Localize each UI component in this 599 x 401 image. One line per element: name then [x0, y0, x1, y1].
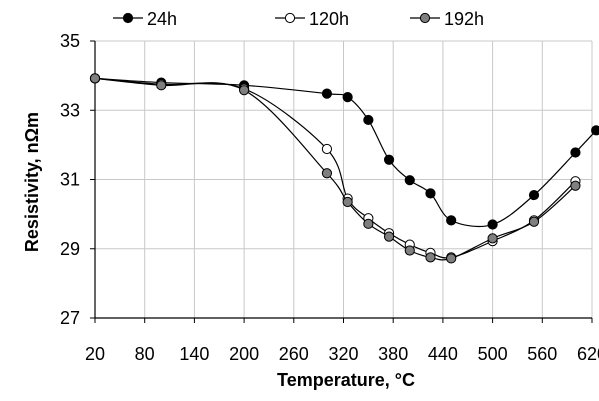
data-point	[239, 85, 250, 96]
data-point	[425, 188, 436, 199]
data-point	[383, 154, 395, 165]
data-point	[487, 219, 498, 230]
data-point	[383, 231, 395, 242]
data-point	[425, 252, 436, 263]
y-tick-label: 31	[60, 170, 80, 190]
legend-item: 120h	[275, 9, 349, 29]
y-tick-labels: 27 29 31 33 35	[60, 31, 80, 328]
y-tick-label: 27	[60, 308, 80, 328]
x-tick-label: 560	[527, 344, 557, 364]
x-tick-label: 260	[279, 344, 309, 364]
legend-label: 192h	[444, 9, 484, 29]
data-point	[321, 168, 333, 179]
axes	[90, 40, 593, 323]
y-tick-label: 29	[60, 239, 80, 259]
x-axis-title: Temperature, °C	[277, 370, 415, 390]
x-tick-label: 440	[428, 344, 458, 364]
x-tick-label: 80	[135, 344, 155, 364]
x-tick-label: 500	[478, 344, 508, 364]
x-tick-label: 20	[85, 344, 105, 364]
data-point	[321, 88, 333, 99]
data-point	[156, 80, 167, 91]
data-point	[528, 189, 540, 201]
legend: 24h 120h 192h	[113, 9, 484, 29]
y-tick-label: 35	[60, 31, 80, 51]
data-point	[591, 125, 599, 136]
x-tick-label: 200	[229, 344, 259, 364]
data-point	[487, 233, 498, 244]
data-point	[363, 218, 374, 229]
data-point	[321, 143, 333, 155]
data-point	[528, 216, 540, 227]
data-point	[89, 73, 101, 84]
data-point	[363, 114, 374, 126]
data-point	[446, 253, 457, 264]
legend-marker	[284, 12, 296, 24]
x-tick-label: 320	[328, 344, 358, 364]
x-tick-label: 140	[179, 344, 209, 364]
grid-lines	[95, 40, 593, 318]
legend-item: 24h	[113, 9, 177, 29]
data-point	[404, 175, 415, 186]
series-group	[89, 73, 599, 264]
legend-marker	[419, 12, 431, 24]
x-tick-labels: 20 80 140 200 260 320 380 440 500 560 620	[85, 344, 599, 364]
data-point	[342, 91, 353, 103]
legend-label: 24h	[147, 9, 177, 29]
data-point	[570, 180, 581, 191]
legend-label: 120h	[309, 9, 349, 29]
data-point	[446, 215, 457, 226]
y-axis-title: Resistivity, nΩm	[22, 112, 42, 252]
x-tick-label: 620	[577, 344, 599, 364]
y-tick-label: 33	[60, 100, 80, 120]
legend-marker	[122, 12, 134, 24]
data-point	[404, 245, 415, 256]
series-192h	[89, 73, 581, 264]
data-point	[570, 147, 581, 158]
x-tick-label: 380	[378, 344, 408, 364]
data-point	[342, 196, 353, 208]
legend-item: 192h	[410, 9, 484, 29]
